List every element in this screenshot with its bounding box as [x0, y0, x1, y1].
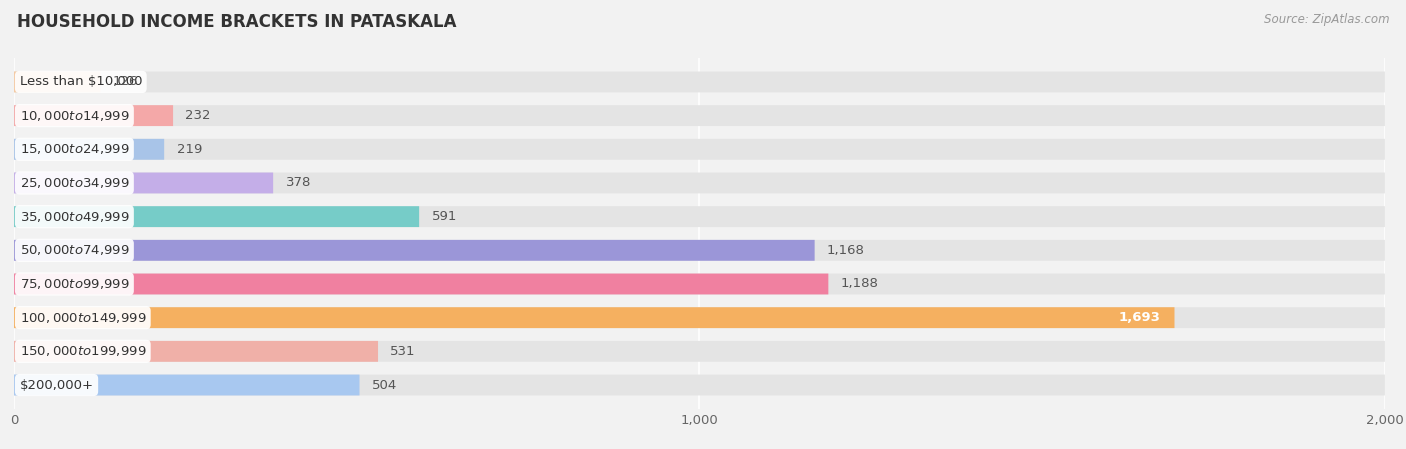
Text: $25,000 to $34,999: $25,000 to $34,999: [20, 176, 129, 190]
FancyBboxPatch shape: [14, 341, 1385, 362]
FancyBboxPatch shape: [14, 240, 1385, 261]
FancyBboxPatch shape: [14, 139, 165, 160]
FancyBboxPatch shape: [14, 172, 1385, 194]
Text: 504: 504: [371, 379, 396, 392]
FancyBboxPatch shape: [14, 374, 1385, 396]
FancyBboxPatch shape: [14, 71, 100, 92]
FancyBboxPatch shape: [14, 105, 173, 126]
Text: $75,000 to $99,999: $75,000 to $99,999: [20, 277, 129, 291]
FancyBboxPatch shape: [14, 71, 1385, 92]
Text: 232: 232: [186, 109, 211, 122]
Text: $100,000 to $149,999: $100,000 to $149,999: [20, 311, 146, 325]
FancyBboxPatch shape: [14, 273, 828, 295]
Text: 1,168: 1,168: [827, 244, 865, 257]
Text: 219: 219: [177, 143, 202, 156]
FancyBboxPatch shape: [14, 172, 273, 194]
Text: Source: ZipAtlas.com: Source: ZipAtlas.com: [1264, 13, 1389, 26]
FancyBboxPatch shape: [14, 341, 378, 362]
Text: 591: 591: [432, 210, 457, 223]
FancyBboxPatch shape: [14, 240, 814, 261]
Text: 1,188: 1,188: [841, 277, 879, 291]
Text: 531: 531: [391, 345, 416, 358]
Text: HOUSEHOLD INCOME BRACKETS IN PATASKALA: HOUSEHOLD INCOME BRACKETS IN PATASKALA: [17, 13, 457, 31]
FancyBboxPatch shape: [14, 307, 1174, 328]
Text: $15,000 to $24,999: $15,000 to $24,999: [20, 142, 129, 156]
FancyBboxPatch shape: [14, 105, 1385, 126]
Text: 378: 378: [285, 176, 311, 189]
Text: 126: 126: [112, 75, 138, 88]
FancyBboxPatch shape: [14, 206, 419, 227]
Text: $50,000 to $74,999: $50,000 to $74,999: [20, 243, 129, 257]
FancyBboxPatch shape: [14, 273, 1385, 295]
Text: 1,693: 1,693: [1119, 311, 1161, 324]
Text: $150,000 to $199,999: $150,000 to $199,999: [20, 344, 146, 358]
FancyBboxPatch shape: [14, 374, 360, 396]
Text: $10,000 to $14,999: $10,000 to $14,999: [20, 109, 129, 123]
FancyBboxPatch shape: [14, 307, 1385, 328]
FancyBboxPatch shape: [14, 139, 1385, 160]
Text: Less than $10,000: Less than $10,000: [20, 75, 142, 88]
Text: $200,000+: $200,000+: [20, 379, 94, 392]
Text: $35,000 to $49,999: $35,000 to $49,999: [20, 210, 129, 224]
FancyBboxPatch shape: [14, 206, 1385, 227]
